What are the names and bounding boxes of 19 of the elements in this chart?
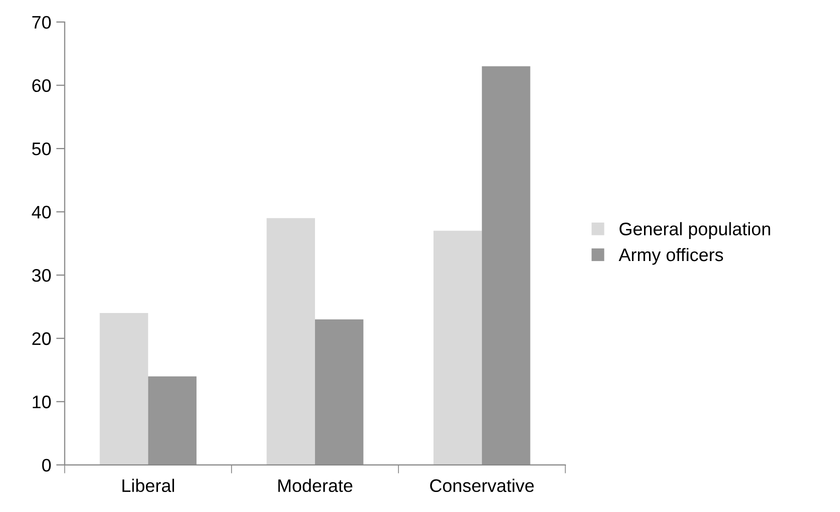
x-tick-label: Moderate [278, 478, 352, 492]
bar [482, 66, 530, 465]
y-tick-label: 40 [32, 206, 51, 219]
legend-label: Army officers [618, 248, 724, 265]
x-tick-label: Liberal [122, 478, 174, 492]
legend-label: General population [620, 222, 770, 239]
bar [148, 376, 197, 465]
bar [100, 313, 148, 465]
y-tick-label: 20 [32, 332, 51, 346]
bar [315, 319, 364, 465]
y-tick-label: 10 [32, 396, 51, 408]
bar [266, 218, 315, 465]
y-tick-label: 70 [32, 16, 51, 29]
y-tick-label: 60 [32, 79, 51, 92]
y-tick-label: 50 [32, 142, 51, 156]
y-tick-label: 30 [32, 269, 51, 282]
x-tick-label: Conservative [430, 478, 534, 492]
y-tick-label: 0 [42, 458, 51, 472]
bar [433, 230, 482, 465]
